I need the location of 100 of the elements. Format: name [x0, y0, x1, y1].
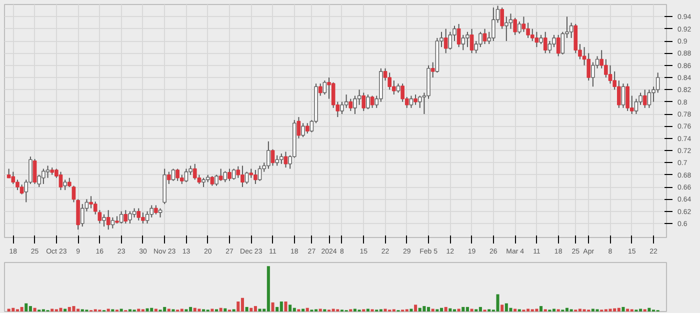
bar [470, 308, 474, 312]
bar [72, 306, 76, 312]
bar [648, 308, 651, 312]
candlestick [448, 31, 452, 50]
bar [12, 308, 15, 312]
candlestick [275, 154, 280, 166]
bar [384, 308, 387, 312]
bar [28, 306, 32, 312]
candlestick [461, 34, 466, 51]
candlestick [513, 17, 517, 36]
bar [448, 308, 452, 312]
bar [431, 308, 434, 312]
candlestick [210, 176, 214, 186]
bar [24, 303, 28, 312]
bar [224, 308, 227, 312]
candlestick [444, 28, 448, 54]
candlestick [6, 168, 11, 178]
bar [193, 308, 196, 312]
bar [106, 308, 110, 312]
bar [306, 308, 309, 312]
candlestick [249, 168, 254, 178]
bar [198, 308, 201, 312]
candlestick [634, 98, 638, 115]
candlestick [548, 40, 552, 54]
candlestick [11, 171, 16, 184]
bar [245, 306, 248, 312]
candlestick [370, 95, 374, 108]
candlestick [362, 92, 366, 112]
candlestick [500, 7, 504, 30]
bar [418, 308, 422, 312]
candlestick [124, 210, 128, 224]
candlestick [270, 148, 275, 166]
candlestick [396, 83, 400, 94]
candlestick [305, 122, 310, 134]
bar [332, 308, 335, 312]
candlestick [145, 210, 150, 224]
candlestick [543, 31, 548, 54]
bar [250, 308, 253, 312]
candlestick [456, 23, 461, 48]
bar [280, 302, 283, 312]
candlestick [136, 208, 141, 221]
bar [33, 308, 36, 312]
bar [20, 306, 24, 312]
candlestick [284, 151, 288, 168]
candlestick [522, 16, 526, 32]
bar [626, 308, 630, 312]
candlestick [63, 179, 67, 191]
bar [414, 304, 418, 312]
candlestick [656, 72, 660, 94]
bar [422, 306, 426, 312]
candlestick [318, 83, 322, 96]
bar [254, 306, 257, 312]
bar [444, 306, 448, 312]
bar [478, 306, 482, 312]
bar [137, 308, 140, 312]
candlestick [591, 62, 595, 88]
candlestick [110, 216, 115, 229]
bar [457, 308, 460, 312]
candlestick [616, 80, 621, 108]
bar [496, 294, 500, 312]
candlestick [72, 185, 76, 203]
bar [292, 308, 296, 312]
candlestick [366, 94, 370, 110]
candlestick [608, 64, 612, 84]
bar [64, 308, 67, 312]
candlestick [348, 98, 353, 112]
candlestick [128, 210, 132, 224]
candlestick [58, 171, 63, 191]
candlestick [344, 94, 348, 108]
bar [540, 306, 543, 312]
bar [284, 302, 288, 312]
bar [210, 308, 214, 312]
bar [236, 302, 240, 312]
bar [68, 306, 71, 312]
candlestick [102, 214, 106, 228]
bar [163, 306, 166, 312]
candlestick [470, 28, 474, 54]
bar [318, 308, 322, 312]
bar [50, 308, 54, 312]
bar [271, 302, 274, 312]
bar [514, 308, 517, 312]
bar [154, 308, 158, 312]
candlestick [106, 210, 110, 230]
bar [146, 308, 149, 312]
bar [258, 308, 262, 312]
candlestick [32, 158, 37, 184]
candlestick [430, 62, 435, 78]
candlestick [414, 94, 418, 106]
bar [466, 306, 469, 312]
candlestick [340, 101, 344, 115]
candlestick [158, 208, 162, 218]
bar [266, 266, 270, 312]
candlestick [171, 168, 176, 182]
candlestick [20, 184, 24, 195]
candlestick [232, 168, 236, 180]
candlestick [214, 174, 218, 186]
candlestick [482, 28, 487, 45]
candlestick [409, 95, 414, 108]
candlestick [621, 83, 626, 108]
candlestick [569, 22, 574, 38]
